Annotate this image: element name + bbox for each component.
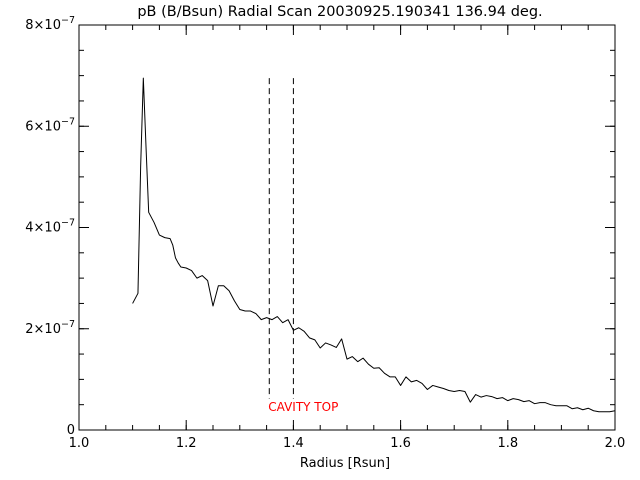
cavity-markers (268, 78, 294, 399)
annotations: CAVITY TOP (268, 400, 338, 414)
y-tick-label: 6×10−7 (25, 116, 75, 134)
chart-title: pB (B/Bsun) Radial Scan 20030925.190341 … (137, 4, 542, 20)
data-series (132, 77, 616, 413)
x-tick-label: 2.0 (605, 436, 626, 451)
y-tick-label: 8×10−7 (25, 15, 75, 33)
x-tick-label: 1.8 (497, 436, 518, 451)
plot-frame (78, 24, 616, 431)
x-tick-label: 1.2 (176, 436, 197, 451)
y-tick-mantissa: 0 (67, 423, 75, 438)
y-tick-exponent: −7 (61, 218, 75, 229)
y-tick-mantissa: 6×10 (25, 119, 61, 134)
y-tick-exponent: −7 (61, 15, 75, 26)
y-tick-label: 2×10−7 (25, 319, 75, 337)
y-tick-label: 4×10−7 (25, 218, 75, 236)
x-tick-label: 1.4 (283, 436, 304, 451)
series-line (132, 77, 616, 413)
axis-ticks (78, 24, 616, 431)
x-axis-label: Radius [Rsun] (300, 456, 390, 471)
y-tick-mantissa: 4×10 (25, 221, 61, 236)
x-tick-label: 1.0 (69, 436, 90, 451)
y-tick-label: 0 (67, 423, 75, 438)
axis-tick-labels: 1.0 1.2 1.4 1.6 1.8 2.002×10−74×10−76×10−78×1… (25, 15, 625, 451)
y-tick-mantissa: 2×10 (25, 322, 61, 337)
x-tick-label: 1.6 (390, 436, 411, 451)
cavity-top-annotation: CAVITY TOP (268, 400, 338, 414)
y-tick-exponent: −7 (61, 319, 75, 330)
y-tick-mantissa: 8×10 (25, 18, 61, 33)
y-tick-exponent: −7 (61, 116, 75, 127)
